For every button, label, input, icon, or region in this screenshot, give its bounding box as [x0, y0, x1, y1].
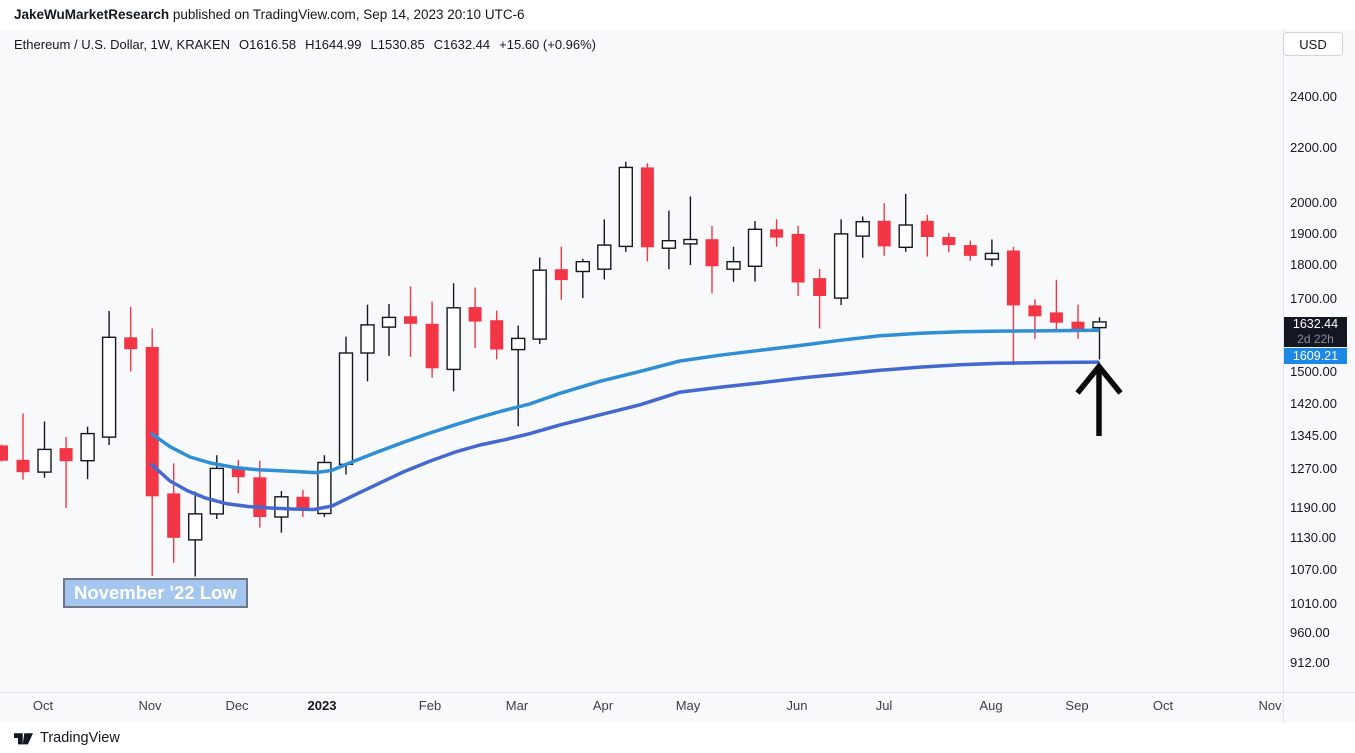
candle: [963, 240, 977, 261]
candle: [16, 413, 30, 480]
candle: [920, 214, 934, 257]
november-22-low-annotation: November '22 Low: [63, 578, 248, 608]
candle: [726, 246, 741, 282]
candle: [468, 287, 482, 349]
candle: [877, 203, 891, 256]
candle: [898, 193, 913, 252]
candle: [490, 310, 504, 360]
candle: [1049, 279, 1063, 332]
candle: [167, 463, 181, 563]
symbol-title: Ethereum / U.S. Dollar, 1W, KRAKEN: [14, 37, 231, 52]
candle: [296, 490, 310, 517]
candle: [446, 283, 461, 392]
currency-toggle-button[interactable]: USD: [1283, 32, 1343, 56]
candle: [274, 491, 289, 533]
candle: [425, 301, 439, 378]
tradingview-logo-icon[interactable]: [14, 730, 33, 746]
candle: [37, 421, 52, 478]
last-price-badge: 1632.44 2d 22h: [1284, 317, 1347, 347]
candle: [661, 210, 677, 270]
candle: [1028, 299, 1042, 339]
candle: [554, 246, 568, 300]
candle: [640, 163, 654, 262]
candle: [360, 304, 375, 382]
time-axis-separator: [0, 692, 1355, 693]
symbol-ohlc-header: Ethereum / U.S. Dollar, 1W, KRAKEN O1616.…: [14, 37, 605, 52]
ohlc-high: H1644.99: [305, 37, 362, 52]
candle: [59, 437, 73, 508]
ohlc-open: O1616.58: [239, 37, 297, 52]
price-chart[interactable]: [0, 0, 1283, 722]
candle: [231, 459, 245, 494]
candle: [791, 225, 805, 297]
candle: [1092, 317, 1107, 360]
candle: [813, 268, 827, 329]
candle: [597, 219, 612, 280]
candle: [404, 286, 417, 357]
candle: [770, 219, 784, 247]
candle: [683, 196, 698, 265]
up-arrow-annotation: [1075, 362, 1123, 436]
attribution-text: published on TradingView.com, Sep 14, 20…: [169, 7, 525, 22]
candle: [984, 239, 1000, 267]
candle: [101, 311, 117, 445]
attribution-bar: JakeWuMarketResearch published on Tradin…: [0, 0, 1355, 30]
candle: [187, 491, 203, 577]
candle: [381, 304, 397, 356]
candle: [1006, 247, 1020, 366]
candle: [1071, 304, 1085, 339]
candle: [124, 306, 138, 372]
price-axis-separator: [1283, 30, 1284, 722]
candle: [80, 426, 95, 480]
author-name: JakeWuMarketResearch: [14, 7, 170, 22]
ohlc-change: +15.60 (+0.96%): [499, 37, 597, 52]
candle: [855, 216, 870, 258]
candle: [942, 233, 956, 253]
candle: [833, 219, 849, 305]
candle: [0, 444, 8, 462]
candle: [705, 225, 719, 294]
last-price-value: 1632.44: [1292, 317, 1339, 331]
ma-price-badge: 1609.21: [1284, 348, 1347, 364]
candle: [747, 221, 763, 282]
candle: [338, 336, 354, 475]
candle: [618, 161, 633, 252]
footer-bar: TradingView: [0, 723, 1355, 753]
candle: [145, 328, 159, 576]
ohlc-low: L1530.85: [370, 37, 425, 52]
bar-countdown: 2d 22h: [1297, 332, 1334, 346]
lower-ma: [150, 360, 1100, 512]
ohlc-close: C1632.44: [433, 37, 491, 52]
tradingview-brand-text[interactable]: TradingView: [40, 730, 120, 746]
candle: [532, 257, 547, 344]
currency-label: USD: [1299, 36, 1327, 52]
candle: [575, 258, 590, 299]
upper-ma: [150, 328, 1100, 475]
candle: [511, 325, 526, 427]
